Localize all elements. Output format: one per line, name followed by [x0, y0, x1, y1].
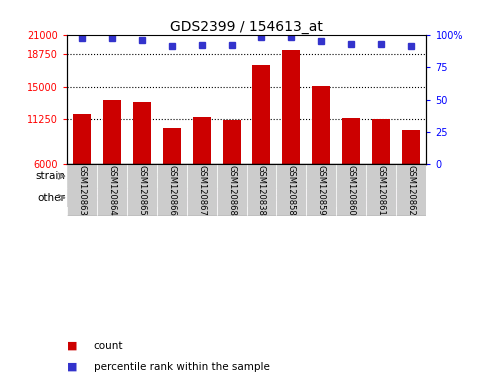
Bar	[396, 164, 426, 216]
Bar	[157, 188, 246, 207]
Text: GSM120862: GSM120862	[407, 165, 416, 216]
Text: population 4: population 4	[351, 193, 412, 203]
Bar	[127, 164, 157, 216]
Bar	[133, 102, 150, 217]
Bar	[252, 65, 271, 217]
Title: GDS2399 / 154613_at: GDS2399 / 154613_at	[170, 20, 323, 33]
Text: GSM120858: GSM120858	[287, 165, 296, 216]
Text: strain: strain	[35, 171, 65, 181]
Text: GSM120864: GSM120864	[107, 165, 116, 216]
Text: GSM120863: GSM120863	[77, 165, 86, 216]
Text: population 2: population 2	[171, 193, 232, 203]
Bar	[373, 119, 390, 217]
Text: percentile rank within the sample: percentile rank within the sample	[94, 362, 270, 372]
Bar	[343, 118, 360, 217]
Bar	[192, 117, 211, 217]
Bar	[216, 164, 246, 216]
Bar	[246, 164, 277, 216]
Bar	[67, 188, 157, 207]
Text: GSM120838: GSM120838	[257, 165, 266, 216]
Bar	[282, 50, 301, 217]
Text: count: count	[94, 341, 123, 351]
Text: GSM120861: GSM120861	[377, 165, 386, 216]
Bar	[72, 114, 91, 217]
Text: ■: ■	[67, 362, 77, 372]
Text: population 3: population 3	[261, 193, 322, 203]
Bar	[366, 164, 396, 216]
Bar	[336, 164, 366, 216]
Bar	[103, 99, 120, 217]
Bar	[402, 130, 421, 217]
Text: reference: reference	[133, 171, 180, 181]
Text: population 1: population 1	[81, 193, 142, 203]
Bar	[67, 164, 97, 216]
Bar	[97, 164, 127, 216]
Text: GSM120868: GSM120868	[227, 165, 236, 216]
Bar	[307, 164, 336, 216]
Bar	[67, 164, 246, 188]
Text: GSM120866: GSM120866	[167, 165, 176, 216]
Bar	[336, 188, 426, 207]
Bar	[222, 120, 241, 217]
Text: GSM120860: GSM120860	[347, 165, 356, 216]
Bar	[277, 164, 307, 216]
Text: GSM120865: GSM120865	[137, 165, 146, 216]
Bar	[246, 164, 426, 188]
Bar	[163, 128, 180, 217]
Bar	[246, 188, 336, 207]
Text: GSM120859: GSM120859	[317, 165, 326, 216]
Bar	[157, 164, 186, 216]
Bar	[186, 164, 216, 216]
Text: GSM120867: GSM120867	[197, 165, 206, 216]
Text: selected for aggressive behavior: selected for aggressive behavior	[257, 171, 416, 181]
Text: other: other	[37, 193, 65, 203]
Bar	[313, 86, 330, 217]
Text: ■: ■	[67, 341, 77, 351]
